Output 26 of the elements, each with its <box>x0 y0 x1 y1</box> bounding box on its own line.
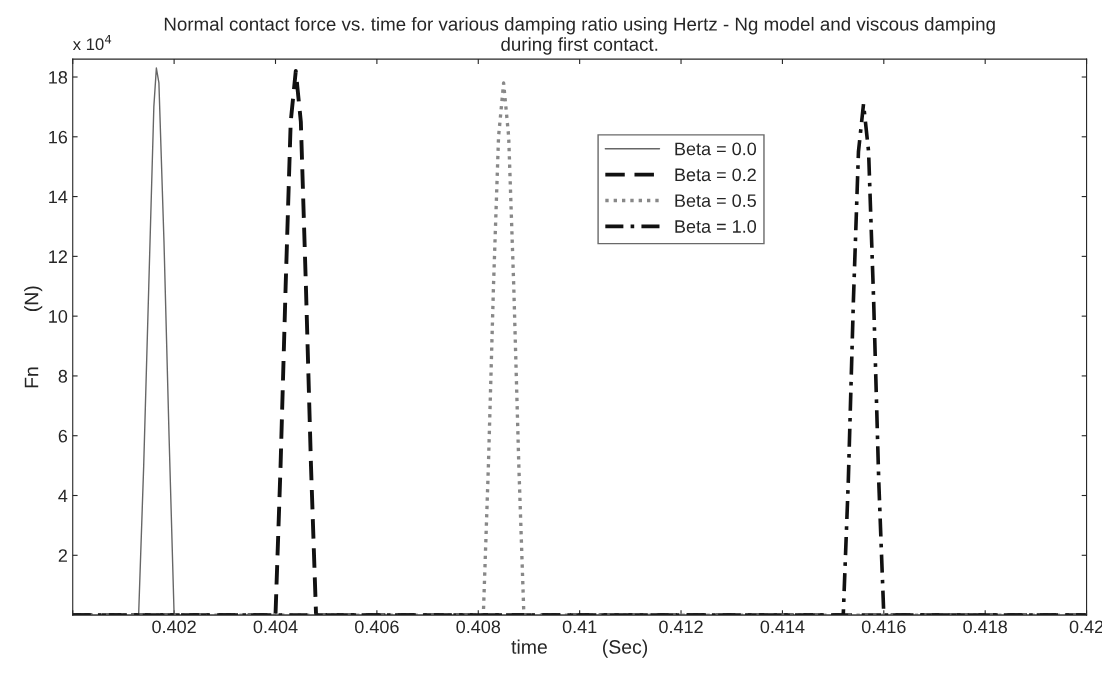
text: x 10$^{4}$ <box>72 35 112 51</box>
y-tick-label: 16 <box>49 130 68 144</box>
y-tick-label: 12 <box>49 250 67 263</box>
y-tick-label: 2 <box>58 549 67 562</box>
x-tick-label: 0.408 <box>456 620 501 634</box>
y-tick-label: 18 <box>49 70 68 84</box>
legend-label: Beta = 1.0 <box>675 220 757 233</box>
x-tick-label: 0.412 <box>659 620 703 634</box>
x-tick-label: 0.416 <box>861 620 906 634</box>
chart-title: Normal contact force vs. time for various damping ratio using Hertz - Ng model and viscous damping during first contact. <box>164 16 995 55</box>
x-tick-label: 0.406 <box>355 620 399 634</box>
legend-label: Beta = 0.0 <box>675 142 757 156</box>
x-tick-label: 0.41 <box>562 620 597 634</box>
y-tick-label: 14 <box>49 190 68 204</box>
legend-label: Beta = 0.5 <box>675 194 756 208</box>
y-tick-label: 10 <box>49 310 68 323</box>
x-axis-title: time (Sec) <box>511 639 648 658</box>
y-axis-title: Fn (N) <box>24 286 43 388</box>
x-tick-label: 0.418 <box>963 620 1007 634</box>
y-tick-label: 4 <box>58 489 68 503</box>
legend-label: Beta = 0.2 <box>675 168 756 182</box>
x-tick-label: 0.402 <box>152 620 196 634</box>
x-tick-label: 0.404 <box>253 620 298 634</box>
y-tick-label: 6 <box>58 429 68 443</box>
y-tick-label: 8 <box>58 369 68 383</box>
x-tick-label: 0.414 <box>760 620 805 634</box>
